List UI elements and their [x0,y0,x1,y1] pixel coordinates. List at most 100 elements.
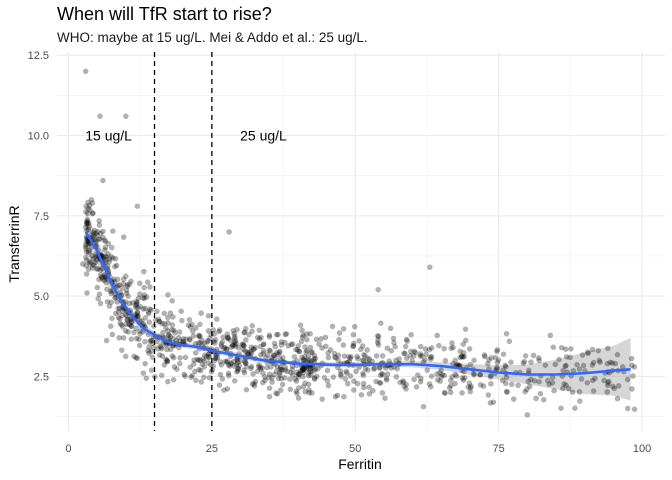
data-point [230,343,236,349]
data-point [311,356,318,362]
data-point [437,370,443,376]
data-point [124,312,130,319]
data-point [140,306,147,312]
data-point [169,322,176,328]
data-point [299,327,305,334]
data-point [112,295,118,301]
data-point [187,364,193,371]
data-point [197,333,203,340]
data-point [434,332,441,339]
data-point [404,338,411,344]
data-point [462,337,469,344]
data-point [93,257,100,263]
data-point [266,385,273,392]
data-point [522,353,529,359]
data-point [424,367,431,373]
data-point [82,68,89,75]
data-point [129,300,136,306]
data-point [515,382,521,389]
data-point [248,348,254,354]
data-point [165,320,171,326]
data-point [225,362,232,368]
data-point [161,362,168,368]
data-point [276,372,283,378]
data-point [150,344,157,351]
data-point [467,361,474,368]
data-point [441,389,448,396]
data-point [281,374,288,381]
data-point [490,399,497,406]
data-point [550,344,557,351]
data-point [502,380,509,387]
data-point [311,368,318,374]
data-point [123,113,129,119]
data-point [510,396,517,402]
data-point [172,330,178,336]
data-point [235,365,242,372]
y-tick-label: 10.0 [28,131,49,143]
data-point [109,315,115,322]
data-point [103,254,109,260]
data-point [303,365,310,372]
data-point [213,316,220,322]
data-point [87,259,94,266]
data-point [487,400,494,406]
data-point [495,357,502,363]
data-point [357,346,364,353]
data-point [101,277,108,284]
data-point [133,311,139,318]
minor-gridlines [57,52,665,431]
data-point [390,335,397,342]
data-point [567,354,573,361]
data-point [86,247,92,254]
data-point [201,363,208,370]
data-point [269,375,275,381]
data-point [120,280,127,287]
data-point [350,343,356,350]
data-point [197,367,204,374]
data-point [267,348,274,354]
data-point [325,350,331,356]
data-point [196,333,202,340]
annotation-label: 15 ug/L [85,128,132,144]
data-point [579,352,586,358]
data-point [146,319,152,325]
data-point [238,357,244,364]
data-point [287,376,293,383]
data-point [629,362,635,369]
data-point [298,338,305,345]
data-point [576,389,583,395]
data-point [225,334,231,341]
data-point [136,291,143,297]
data-point [142,305,148,312]
data-point [304,336,310,343]
data-point [459,353,465,360]
data-point [285,343,292,349]
data-point [242,325,249,332]
data-point [117,315,123,322]
data-point [86,249,92,255]
data-point [250,346,257,352]
data-point [251,346,257,353]
annotation-label: 25 ug/L [240,128,287,144]
data-point [113,262,120,269]
data-point [226,363,233,369]
data-point [142,338,148,345]
data-point [231,363,238,369]
data-point [438,373,444,380]
data-point [428,345,435,351]
data-point [283,330,290,337]
data-point [544,377,551,384]
data-point [201,358,207,364]
data-point [83,243,89,250]
data-point [106,258,113,265]
data-point [257,364,264,371]
data-point [115,282,121,289]
data-point [134,309,141,316]
data-point [418,375,424,382]
data-point [160,329,166,336]
data-point [549,379,556,386]
data-point [152,317,159,324]
data-point [100,177,106,184]
data-point [460,377,467,383]
